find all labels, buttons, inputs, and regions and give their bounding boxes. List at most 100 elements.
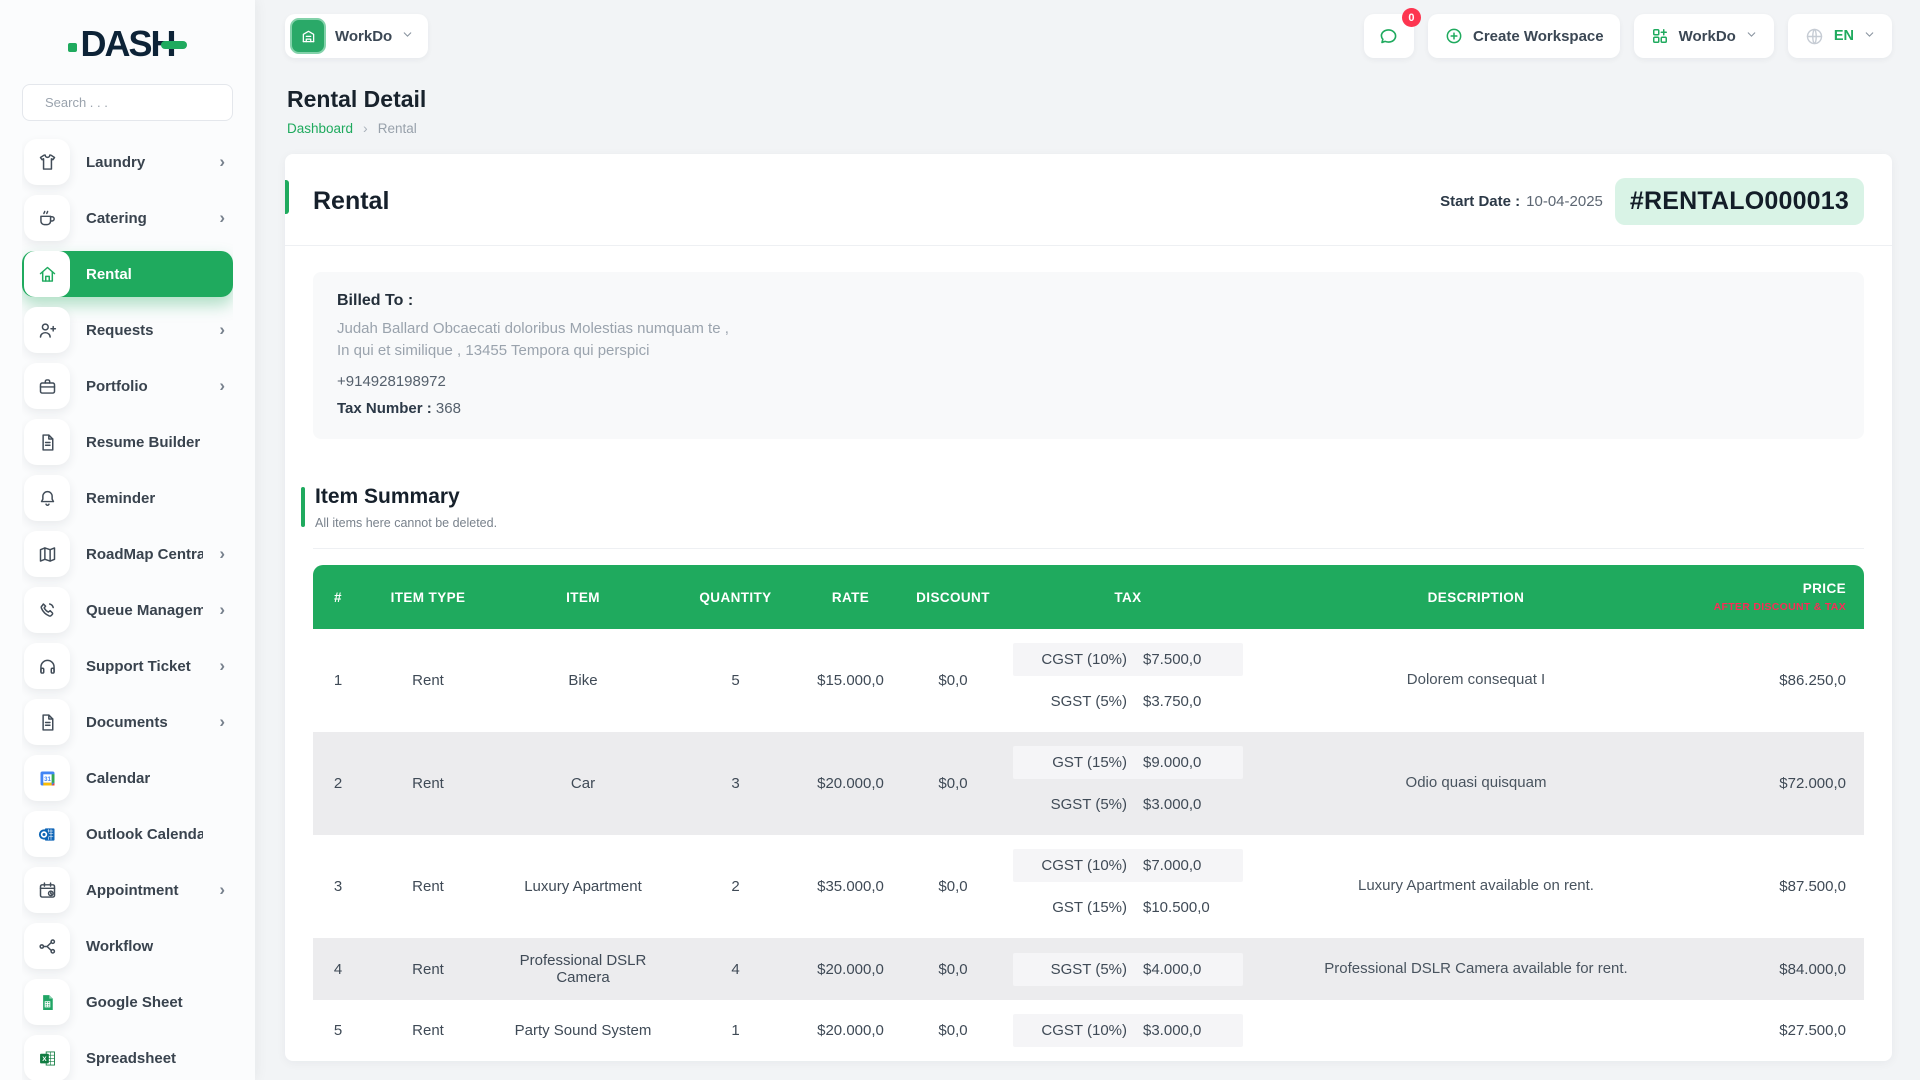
sidebar-item-rental[interactable]: Rental ›: [22, 251, 233, 297]
workspace-switcher[interactable]: WorkDo: [285, 14, 429, 58]
coffee-icon: [24, 195, 70, 241]
cell-tax: CGST (10%) $7.000,0 GST (15%) $10.500,0: [1003, 835, 1253, 938]
sidebar-item-label: Queue Management: [86, 601, 204, 619]
sidebar: DASH Laundry › Catering › Rental › Reque…: [0, 0, 255, 1080]
sidebar-item-outlook-calendar[interactable]: Outlook Calendar ›: [22, 811, 233, 857]
chevron-down-icon: [401, 28, 414, 45]
breadcrumb-dashboard[interactable]: Dashboard: [287, 120, 354, 136]
workspace-switcher-label: WorkDo: [335, 27, 393, 45]
chevron-right-icon: ›: [219, 880, 225, 899]
cell-price: $84.000,0: [1699, 938, 1864, 1000]
cell-rate: $35.000,0: [798, 835, 903, 938]
workspace-building-icon: [290, 18, 326, 54]
table-row: 1 Rent Bike 5 $15.000,0 $0,0 CGST (10%) $…: [313, 629, 1864, 732]
cell-quantity: 1: [673, 1000, 798, 1061]
sidebar-item-google-sheet[interactable]: Google Sheet ›: [22, 979, 233, 1025]
cell-description: Odio quasi quisquam: [1253, 732, 1699, 835]
cell-quantity: 4: [673, 938, 798, 1000]
messages-button[interactable]: 0: [1363, 8, 1421, 58]
sidebar-item-appointment[interactable]: Appointment ›: [22, 867, 233, 913]
sidebar-item-documents[interactable]: Documents ›: [22, 699, 233, 745]
map-icon: [24, 531, 70, 577]
cell-item: Party Sound System: [493, 1000, 673, 1061]
divider: [285, 245, 1892, 246]
workflow-icon: [24, 923, 70, 969]
main-content: WorkDo 0 Create Workspace WorkDo EN: [255, 0, 1920, 1080]
sidebar-item-label: Rental: [86, 265, 132, 283]
cell-number: 2: [313, 732, 363, 835]
table-row: 2 Rent Car 3 $20.000,0 $0,0 GST (15%) $9.…: [313, 732, 1864, 835]
headphones-icon: [24, 643, 70, 689]
app-logo: DASH: [22, 4, 233, 84]
create-workspace-button[interactable]: Create Workspace: [1427, 14, 1620, 58]
cell-rate: $20.000,0: [798, 938, 903, 1000]
cell-tax: SGST (5%) $4.000,0: [1003, 938, 1253, 1000]
user-plus-icon: [24, 307, 70, 353]
svg-text:X: X: [42, 1056, 47, 1063]
search-input[interactable]: [43, 94, 223, 111]
create-workspace-label: Create Workspace: [1472, 27, 1604, 45]
rental-number-badge: #RENTALO000013: [1614, 178, 1864, 225]
sidebar-item-label: RoadMap Central: [86, 545, 204, 563]
cell-number: 5: [313, 1000, 363, 1061]
tax-line: GST (15%) $10.500,0: [1052, 899, 1210, 916]
phone-icon: [24, 587, 70, 633]
cell-item-type: Rent: [363, 629, 493, 732]
sidebar-item-label: Calendar: [86, 769, 151, 787]
billed-to-panel: Billed To : Judah Ballard Obcaecati dolo…: [313, 272, 1864, 439]
tax-line: CGST (10%) $7.500,0: [1013, 643, 1243, 676]
sidebar-item-spreadsheet[interactable]: X Spreadsheet ›: [22, 1035, 233, 1080]
rental-card-header: Rental Start Date : 10-04-2025 #RENTALO0…: [285, 154, 1892, 245]
cell-item-type: Rent: [363, 732, 493, 835]
sidebar-item-roadmap-central[interactable]: RoadMap Central ›: [22, 531, 233, 577]
cell-item: Luxury Apartment: [493, 835, 673, 938]
sidebar-item-portfolio[interactable]: Portfolio ›: [22, 363, 233, 409]
sidebar-item-laundry[interactable]: Laundry ›: [22, 139, 233, 185]
workspace-menu-button[interactable]: WorkDo: [1633, 14, 1774, 58]
logo-dot: [68, 42, 78, 52]
item-summary-table: # ITEM TYPE ITEM QUANTITY RATE DISCOUNT …: [313, 565, 1864, 1061]
appointment-icon: [24, 867, 70, 913]
bell-icon: [24, 475, 70, 521]
cell-item-type: Rent: [363, 938, 493, 1000]
cell-rate: $20.000,0: [798, 732, 903, 835]
chevron-right-icon: ›: [219, 712, 225, 731]
divider: [313, 548, 1864, 549]
sidebar-item-calendar[interactable]: 31 Calendar ›: [22, 755, 233, 801]
cell-description: [1253, 1000, 1699, 1061]
cell-discount: $0,0: [903, 835, 1003, 938]
card-title: Rental: [313, 187, 390, 215]
grid-plus-icon: [1652, 29, 1667, 43]
breadcrumb: Dashboard › Rental: [287, 120, 1892, 136]
chevron-down-icon: [1745, 28, 1758, 45]
item-summary-header: Item Summary All items here cannot be de…: [285, 485, 1892, 530]
home-icon: [24, 251, 70, 297]
tax-line: SGST (5%) $3.000,0: [1050, 796, 1202, 813]
excel-icon: X: [24, 1035, 70, 1080]
chevron-right-icon: ›: [219, 544, 225, 563]
logo-text: DAS: [80, 23, 152, 64]
cell-description: Luxury Apartment available on rent.: [1253, 835, 1699, 938]
col-quantity: QUANTITY: [673, 565, 798, 629]
sidebar-item-workflow[interactable]: Workflow ›: [22, 923, 233, 969]
briefcase-icon: [24, 363, 70, 409]
sidebar-item-catering[interactable]: Catering ›: [22, 195, 233, 241]
topbar-actions: 0 Create Workspace WorkDo EN: [1363, 8, 1892, 58]
language-selector[interactable]: EN: [1787, 14, 1892, 58]
sidebar-item-label: Requests: [86, 321, 154, 339]
chevron-right-icon: ›: [219, 208, 225, 227]
start-date-value: 10-04-2025: [1526, 193, 1603, 210]
sidebar-item-resume-builder[interactable]: Resume Builder ›: [22, 419, 233, 465]
cell-description: Professional DSLR Camera available for r…: [1253, 938, 1699, 1000]
sidebar-item-label: Google Sheet: [86, 993, 183, 1011]
sidebar-item-requests[interactable]: Requests ›: [22, 307, 233, 353]
sidebar-item-reminder[interactable]: Reminder ›: [22, 475, 233, 521]
start-date-label: Start Date :: [1440, 193, 1521, 210]
sidebar-item-label: Portfolio: [86, 377, 148, 395]
col-price: PRICE AFTER DISCOUNT & TAX: [1699, 565, 1864, 629]
chevron-right-icon: ›: [219, 152, 225, 171]
google-sheet-icon: [24, 979, 70, 1025]
sidebar-item-queue-management[interactable]: Queue Management ›: [22, 587, 233, 633]
item-summary-title: Item Summary: [315, 485, 460, 508]
sidebar-item-support-ticket[interactable]: Support Ticket ›: [22, 643, 233, 689]
